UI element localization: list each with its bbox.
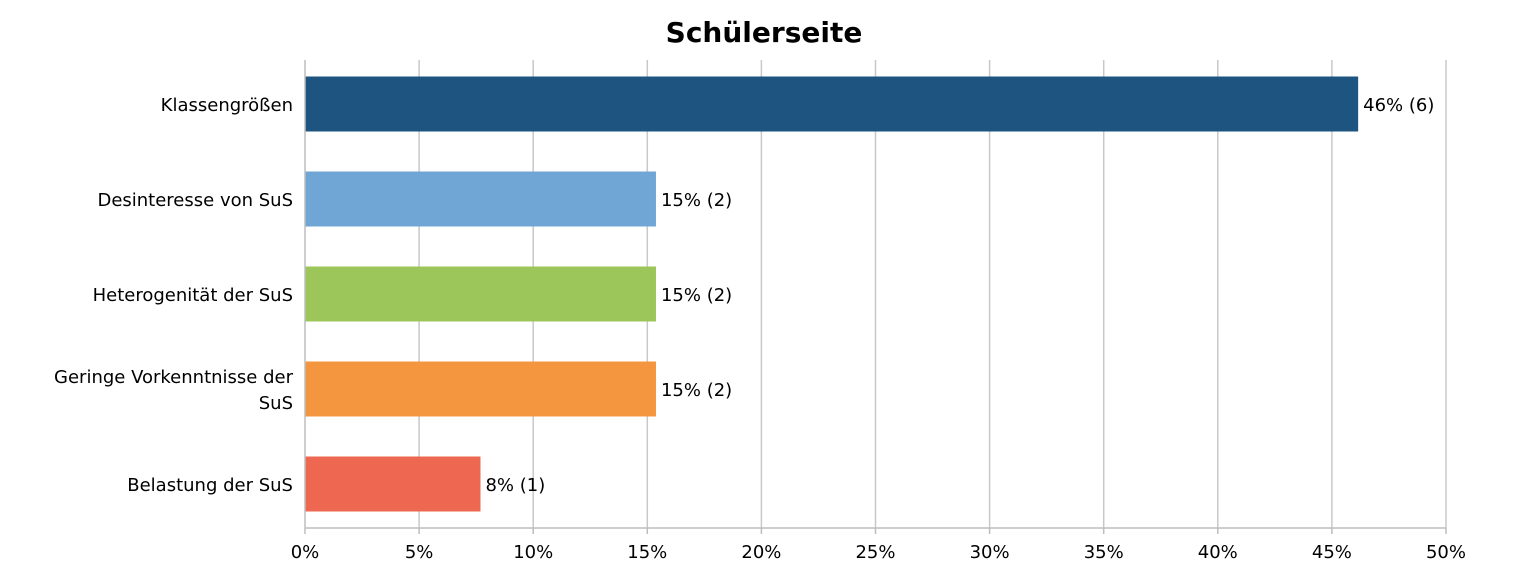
x-tick-label: 40%: [1198, 542, 1238, 563]
x-tick-label: 10%: [513, 542, 553, 563]
x-tick-label: 45%: [1312, 542, 1352, 563]
category-label: Belastung der SuS: [127, 475, 293, 496]
x-tick-label: 0%: [291, 542, 320, 563]
category-label: Geringe Vorkenntnisse der SuS: [54, 367, 294, 414]
x-tick-label: 35%: [1084, 542, 1124, 563]
chart-title: Schülerseite: [666, 16, 863, 49]
data-label: 15% (2): [661, 380, 732, 401]
x-tick-label: 15%: [627, 542, 667, 563]
category-label: Heterogenität der SuS: [93, 285, 293, 306]
x-tick-label: 30%: [970, 542, 1010, 563]
data-labels: 46% (6) 15% (2) 15% (2) 15% (2) 8% (1): [485, 95, 1434, 496]
bar: [305, 361, 656, 417]
x-axis-tick-labels: 0% 5% 10% 15% 20% 25% 30% 35% 40% 45% 50%: [291, 542, 1466, 563]
bar: [305, 456, 481, 512]
category-label: Klassengrößen: [161, 95, 293, 116]
x-tick-label: 50%: [1426, 542, 1466, 563]
category-label: Desinteresse von SuS: [97, 190, 293, 211]
data-label: 8% (1): [485, 475, 545, 496]
bar: [305, 266, 656, 322]
data-label: 15% (2): [661, 285, 732, 306]
data-label: 15% (2): [661, 190, 732, 211]
bars: [305, 76, 1359, 512]
x-tick-label: 25%: [855, 542, 895, 563]
category-labels: Klassengrößen Desinteresse von SuS Heterog…: [54, 95, 294, 496]
x-tick-label: 20%: [741, 542, 781, 563]
bar: [305, 76, 1359, 132]
bar: [305, 171, 656, 227]
x-tick-label: 5%: [405, 542, 434, 563]
data-label: 46% (6): [1363, 95, 1434, 116]
